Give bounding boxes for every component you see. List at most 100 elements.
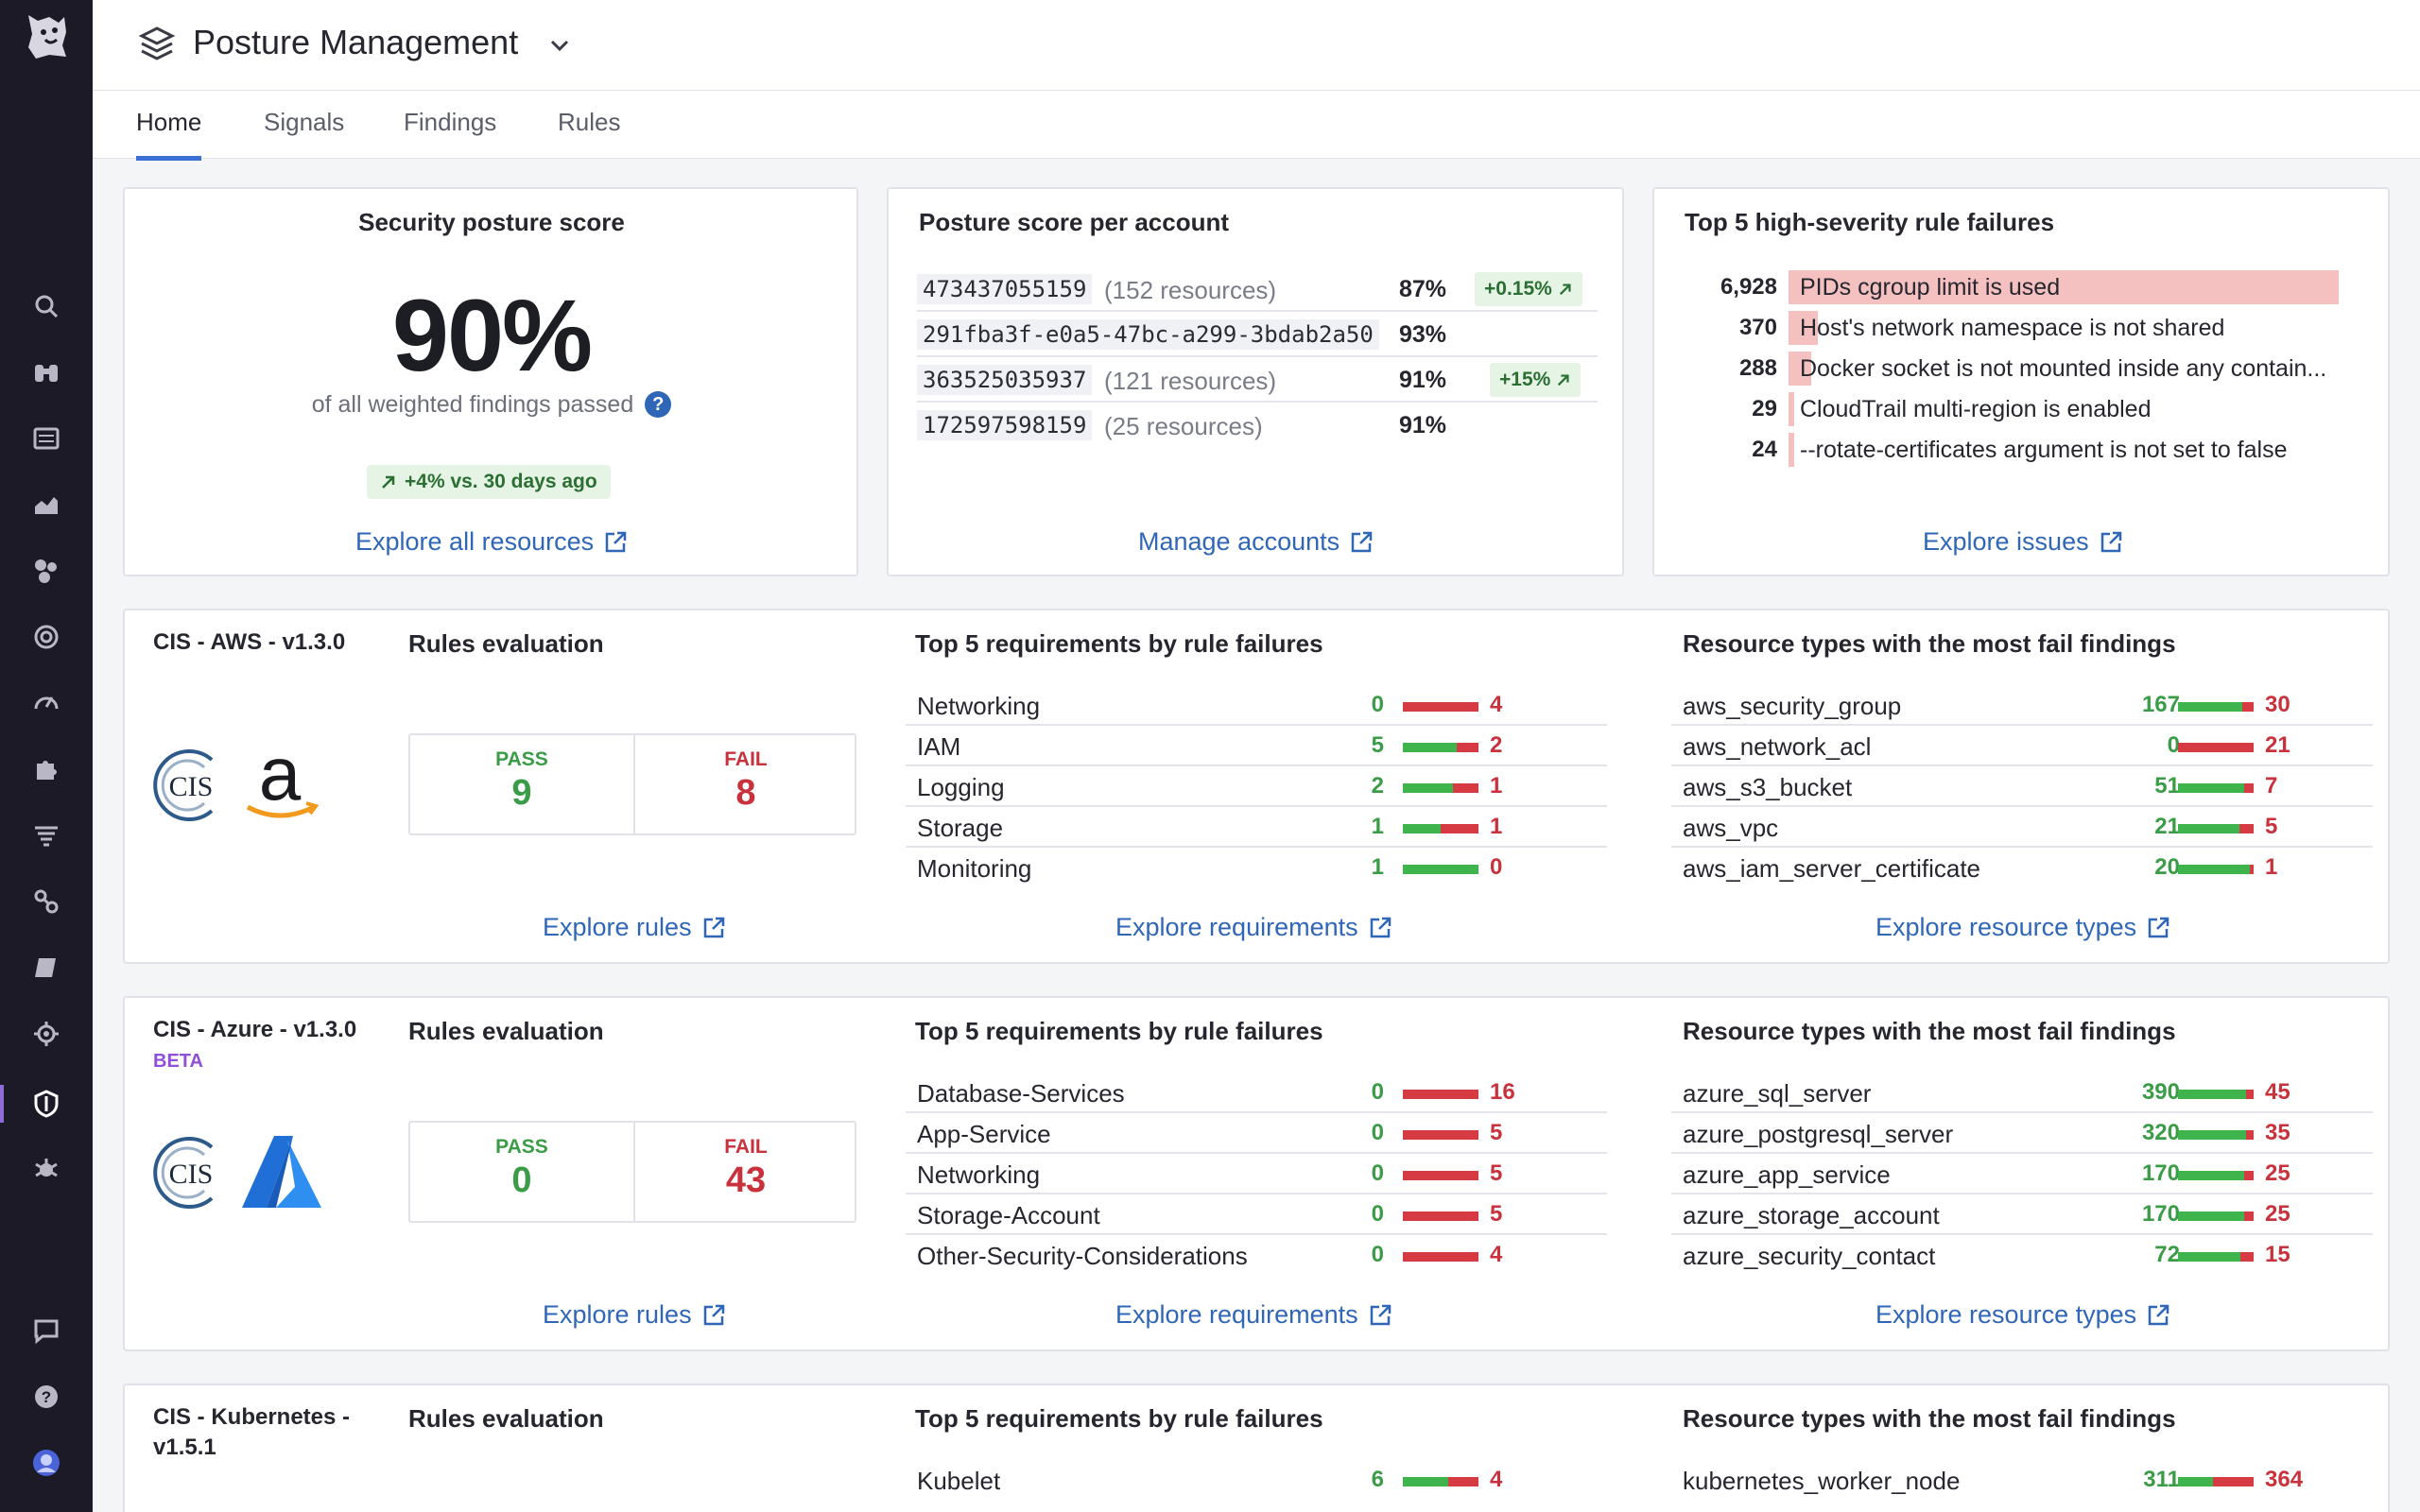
resource-type-row[interactable]: aws_s3_bucket 51 7 — [1671, 767, 2373, 807]
logs-icon[interactable] — [27, 420, 65, 457]
fail-value: 25 — [2265, 1160, 2290, 1186]
fail-segment — [2238, 824, 2254, 833]
requirement-row[interactable]: Monitoring 1 0 — [906, 849, 1607, 888]
pass-segment — [2178, 1090, 2246, 1099]
resource-type-row[interactable]: azure_storage_account 170 25 — [1671, 1195, 2373, 1235]
resource-type-row[interactable]: azure_security_contact 72 15 — [1671, 1236, 2373, 1276]
pass-count[interactable]: PASS 9 — [410, 735, 633, 833]
requirement-row[interactable]: Storage 1 1 — [906, 808, 1607, 848]
explore-rules-link[interactable]: Explore rules — [543, 1300, 726, 1330]
requirement-row[interactable]: Networking 0 4 — [906, 686, 1607, 726]
fail-value: 5 — [1490, 1160, 1503, 1186]
dog-logo-icon[interactable] — [21, 8, 72, 62]
requirement-name: IAM — [917, 732, 961, 761]
requirement-row[interactable]: App-Service 0 5 — [906, 1114, 1607, 1154]
failure-row[interactable]: 6,928 PIDs cgroup limit is used — [1683, 268, 2344, 306]
failure-row[interactable]: 370 Host's network namespace is not share… — [1683, 309, 2344, 347]
resource-type-row[interactable]: aws_network_acl 0 21 — [1671, 727, 2373, 766]
gauge-icon[interactable] — [27, 684, 65, 722]
resource-type-row[interactable]: aws_iam_server_certificate 20 1 — [1671, 849, 2373, 888]
explore-requirements-link[interactable]: Explore requirements — [1115, 1300, 1392, 1330]
puzzle-icon[interactable] — [27, 750, 65, 788]
pass-value: 2 — [1371, 773, 1384, 799]
pass-value: 0 — [1371, 1079, 1384, 1105]
requirement-row[interactable]: Kubelet 6 4 — [906, 1461, 1607, 1501]
requirement-row[interactable]: Networking 0 5 — [906, 1155, 1607, 1194]
requirement-name: Networking — [917, 1160, 1041, 1189]
requirement-row[interactable]: Database-Services 0 16 — [906, 1074, 1607, 1113]
chart-icon[interactable] — [27, 486, 65, 524]
search-icon[interactable] — [27, 287, 65, 325]
pass-fail-bar — [2178, 1252, 2254, 1262]
tab-signals[interactable]: Signals — [264, 108, 345, 136]
account-row[interactable]: 363525035937 (121 resources) 91% +15% — [917, 357, 1598, 403]
resource-type-name: azure_app_service — [1683, 1160, 1891, 1189]
notebook-icon[interactable] — [27, 949, 65, 987]
requirement-row[interactable]: IAM 5 2 — [906, 727, 1607, 766]
resource-type-row[interactable]: aws_security_group 167 30 — [1671, 686, 2373, 726]
help-icon[interactable]: ? — [27, 1378, 65, 1416]
pass-fail-bar — [2178, 1130, 2254, 1140]
explore-issues-link[interactable]: Explore issues — [1923, 527, 2123, 557]
framework-name: CIS - Kubernetes - v1.5.1 — [153, 1402, 371, 1463]
pass-fail-bar — [2178, 783, 2254, 793]
help-icon[interactable]: ? — [645, 391, 672, 418]
resource-type-name: aws_iam_server_certificate — [1683, 854, 1981, 883]
gear-search-icon[interactable] — [27, 1015, 65, 1053]
link-text: Explore resource types — [1876, 1300, 2137, 1329]
explore-resources-link[interactable]: Explore all resources — [355, 527, 628, 557]
fail-count[interactable]: FAIL 8 — [633, 735, 856, 833]
filter-list-icon[interactable] — [27, 816, 65, 854]
target-icon[interactable] — [27, 618, 65, 656]
tab-home[interactable]: Home — [136, 108, 202, 161]
fail-count[interactable]: FAIL 43 — [633, 1123, 856, 1221]
resource-type-row[interactable]: azure_sql_server 390 45 — [1671, 1074, 2373, 1113]
external-link-icon — [605, 531, 627, 552]
explore-resource-types-link[interactable]: Explore resource types — [1876, 1300, 2170, 1330]
arrow-up-right-icon — [382, 475, 395, 489]
fail-value: 7 — [2265, 773, 2278, 799]
link-text: Explore requirements — [1115, 913, 1358, 941]
requirement-row[interactable]: Storage-Account 0 5 — [906, 1195, 1607, 1235]
fail-segment — [2246, 1130, 2254, 1140]
failure-row[interactable]: 288 Docker socket is not mounted inside a… — [1683, 350, 2344, 387]
binoculars-icon[interactable] — [27, 353, 65, 391]
tab-rules[interactable]: Rules — [558, 108, 621, 136]
requirement-row[interactable]: Logging 2 1 — [906, 767, 1607, 807]
failure-row[interactable]: 29 CloudTrail multi-region is enabled — [1683, 390, 2344, 428]
chevron-down-icon[interactable] — [546, 32, 573, 59]
account-row[interactable]: 473437055159 (152 resources) 87% +0.15% — [917, 266, 1598, 312]
fail-value: 2 — [1490, 732, 1503, 758]
user-avatar[interactable] — [27, 1444, 65, 1482]
requirement-row[interactable]: Other-Security-Considerations 0 4 — [906, 1236, 1607, 1276]
account-row[interactable]: 172597598159 (25 resources) 91% — [917, 403, 1598, 448]
fail-value: 364 — [2265, 1467, 2304, 1492]
chat-icon[interactable] — [27, 1312, 65, 1349]
tab-findings[interactable]: Findings — [404, 108, 497, 136]
fail-segment — [1457, 743, 1478, 752]
pass-fail-bar — [1403, 1211, 1478, 1221]
bug-icon[interactable] — [27, 1151, 65, 1189]
account-row[interactable]: 291fba3f-e0a5-47bc-a299-3bdab2a50 93% — [917, 312, 1598, 357]
resource-type-row[interactable]: kubernetes_worker_node 311 364 — [1671, 1461, 2373, 1501]
rules-eval-title: Rules evaluation — [408, 1404, 604, 1433]
failure-count: 288 — [1738, 355, 1777, 381]
pass-segment — [1403, 824, 1441, 833]
tab-bar: Home Signals Findings Rules — [93, 91, 2420, 161]
resource-type-row[interactable]: aws_vpc 21 5 — [1671, 808, 2373, 848]
resource-type-row[interactable]: azure_app_service 170 25 — [1671, 1155, 2373, 1194]
explore-requirements-link[interactable]: Explore requirements — [1115, 913, 1392, 942]
resource-type-row[interactable]: azure_postgresql_server 320 35 — [1671, 1114, 2373, 1154]
fail-segment — [2243, 1211, 2254, 1221]
pass-value: 390 — [2141, 1079, 2180, 1105]
shield-icon[interactable] — [0, 1085, 65, 1123]
link-icon[interactable] — [27, 883, 65, 920]
pass-count[interactable]: PASS 0 — [410, 1123, 633, 1221]
failure-label: Host's network namespace is not shared — [1800, 315, 2225, 341]
cubes-icon[interactable] — [27, 552, 65, 590]
explore-resource-types-link[interactable]: Explore resource types — [1876, 913, 2170, 942]
manage-accounts-link[interactable]: Manage accounts — [1138, 527, 1374, 557]
failure-row[interactable]: 24 --rotate-certificates argument is not … — [1683, 431, 2344, 469]
page-title: Posture Management — [193, 23, 519, 61]
explore-rules-link[interactable]: Explore rules — [543, 913, 726, 942]
